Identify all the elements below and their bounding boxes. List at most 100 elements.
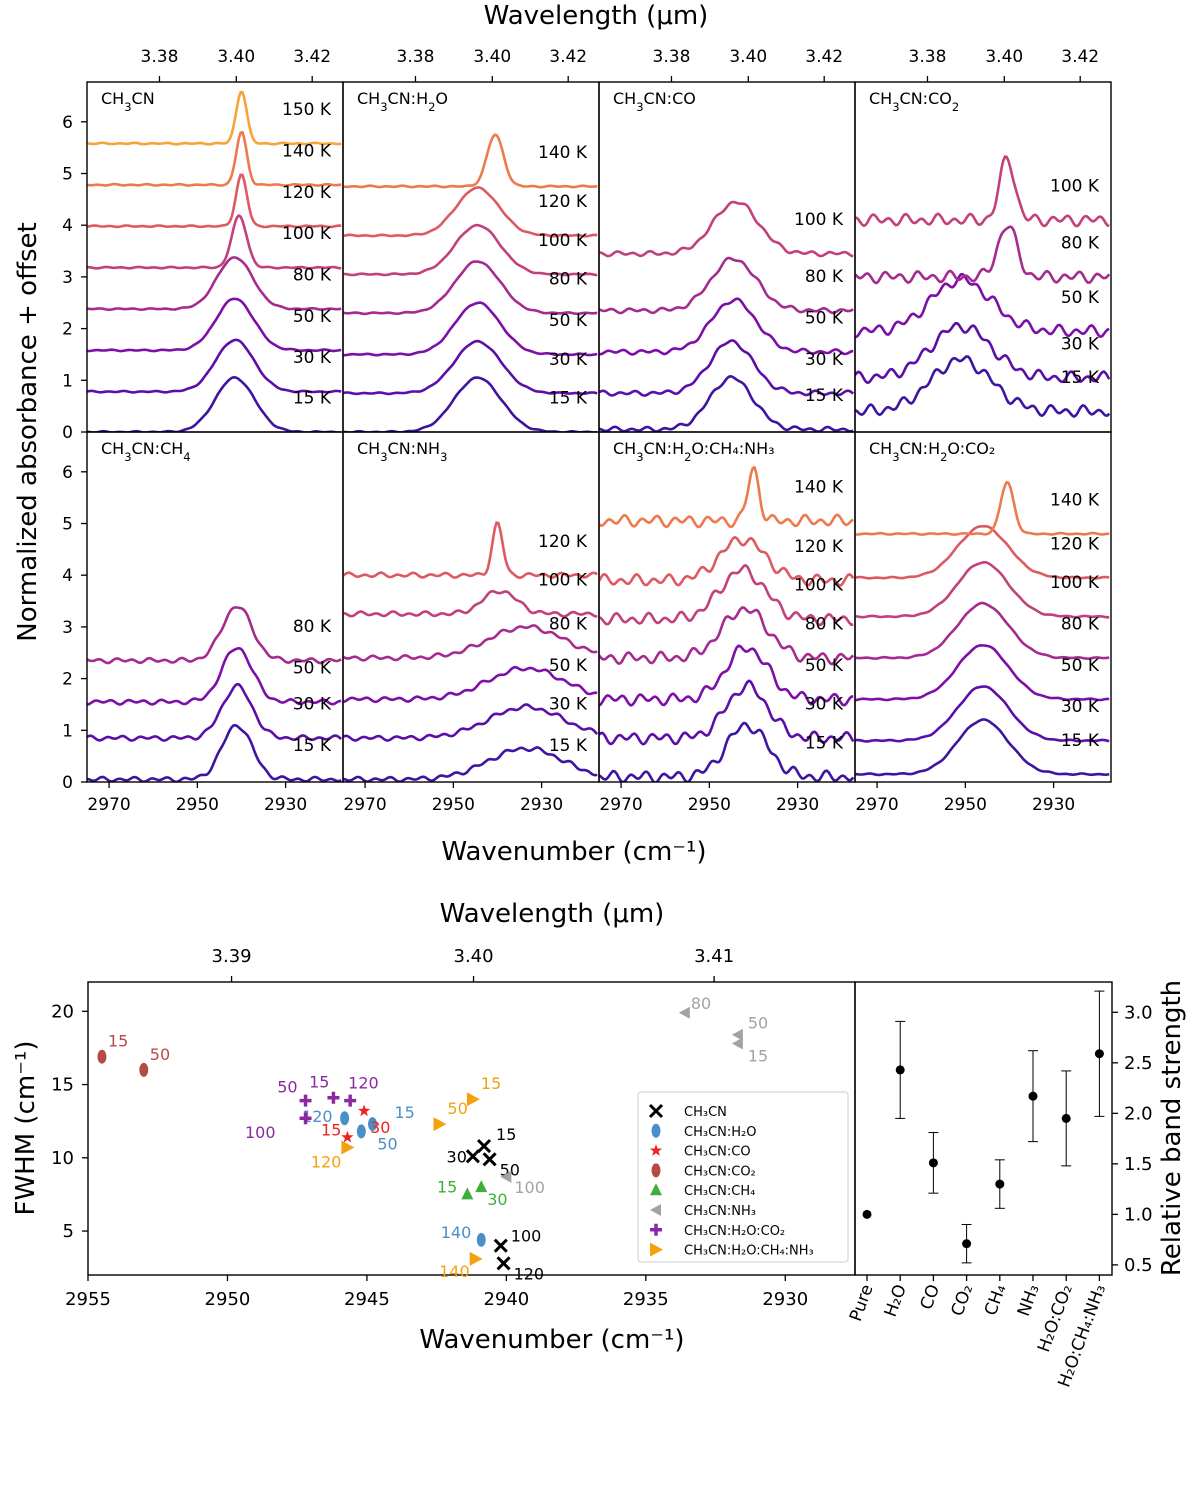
spectrum-line-80K [855, 225, 1111, 285]
temperature-label: 150 K [282, 100, 332, 120]
y-tick-label: 5 [62, 515, 73, 535]
temperature-label: 140 K [1050, 490, 1100, 510]
temperature-label: 140 K [794, 477, 844, 497]
legend-label: CH₃CN:CH₄ [684, 1184, 755, 1199]
category-label: Pure [846, 1282, 878, 1324]
temperature-label: 80 K [805, 614, 844, 634]
scatter-point [327, 1091, 340, 1104]
x-tick-label: 2970 [855, 795, 898, 815]
plus-marker [299, 1112, 312, 1125]
spectrum-line-80K [87, 256, 342, 312]
legend-marker [650, 1242, 663, 1257]
x-tick-label: 2950 [432, 795, 475, 815]
temperature-label: 50 K [1061, 288, 1100, 308]
band-strength-frame [854, 981, 1113, 1276]
temperature-label: 15 K [293, 389, 332, 409]
top-tick-label: 3.42 [549, 47, 587, 67]
spectrum-line-30K [855, 685, 1110, 743]
scatter-point [97, 1049, 107, 1064]
top-tick-label: 3.40 [454, 946, 494, 967]
temperature-label: 120 [302, 1107, 333, 1126]
spectrum-line-120K [599, 535, 855, 587]
legend-marker [650, 1223, 662, 1236]
x-marker [648, 1103, 664, 1119]
temperature-label: 120 [348, 1074, 379, 1093]
y-tick-label: 1 [62, 371, 73, 391]
y-tick-label: 6 [62, 463, 73, 483]
temperature-label: 50 K [549, 311, 588, 331]
spectrum-line-50K [87, 646, 342, 706]
scatter-point [731, 1037, 743, 1050]
y-tick-label: 2 [62, 670, 73, 690]
x-tick-label: 2930 [776, 795, 819, 815]
x-tick-label: 2945 [344, 1289, 390, 1310]
spectrum-line-30K [343, 703, 599, 742]
temperature-label: 50 K [293, 307, 332, 327]
temperature-label: 120 K [794, 537, 844, 557]
top-tick-label: 3.40 [729, 47, 767, 67]
band-strength-point [1061, 1113, 1071, 1123]
temperature-label: 15 K [805, 386, 844, 406]
spectrum-line-80K [343, 624, 598, 662]
top-tick-label: 3.42 [805, 47, 843, 67]
x-tick-label: 2930 [520, 795, 563, 815]
scatter-point [731, 1028, 743, 1041]
temperature-label: 15 [394, 1103, 414, 1122]
scatter-point [340, 1111, 350, 1126]
top-axis-title: Wavelength (μm) [484, 1, 709, 31]
ellipse-marker [476, 1232, 486, 1247]
temperature-label: 100 K [282, 224, 332, 244]
top-tick-label: 3.42 [1061, 47, 1099, 67]
temperature-label: 80 K [1061, 614, 1100, 634]
top-tick-label: 3.38 [141, 47, 179, 67]
band-strength-figure: 0.5 1.0 1.5 2.0 2.5 3.0 Relative band strength… [846, 980, 1187, 1390]
top-tick-label: 3.41 [694, 946, 734, 967]
temperature-label: 100 [511, 1227, 542, 1246]
temperature-label: 100 [245, 1123, 276, 1142]
spectrum-line-140K [343, 133, 598, 189]
y-tick-label: 4 [62, 216, 73, 236]
category-label: NH₃ [1014, 1282, 1044, 1319]
triangle-marker [731, 1037, 743, 1050]
spectrum-line-15K [599, 721, 855, 782]
panel-title: CH3CN:CH4 [101, 439, 191, 464]
star-marker [341, 1130, 354, 1143]
triangle-marker [466, 1092, 480, 1107]
temperature-label: 30 K [805, 350, 844, 370]
y-tick-label: 1 [62, 721, 73, 741]
scatter-point [356, 1124, 366, 1139]
band-strength-point [928, 1158, 938, 1168]
y-tick-label: 3 [62, 268, 73, 288]
spectrum-line-80K [855, 601, 1110, 661]
temperature-label: 50 [150, 1045, 170, 1064]
spectrum-line-100K [855, 155, 1110, 228]
spectrum-line-15K [87, 723, 342, 782]
temperature-label: 80 [691, 994, 711, 1013]
triangle-marker [433, 1117, 447, 1132]
temperature-label: 30 K [1061, 697, 1100, 717]
fwhm-figure: 2955 2950 2945 2940 2935 2930 5 10 15 20 3.39 3.40 3… [11, 899, 856, 1355]
y-tick-label: 5 [62, 165, 73, 185]
temperature-label: 30 K [293, 695, 332, 715]
temperature-label: 120 [514, 1264, 545, 1283]
panel-ch3cn-nh3 [343, 521, 599, 782]
temperature-label: 100 K [538, 571, 588, 591]
temperature-label: 30 [447, 1147, 467, 1166]
triangle-marker [678, 1006, 690, 1019]
panel-title: CH3CN:H2O [357, 89, 448, 114]
spectrum-line-80K [599, 256, 854, 315]
y-tick-label: 0 [62, 423, 73, 443]
temperature-label: 100 K [538, 231, 588, 251]
spectrum-line-140K [87, 130, 342, 187]
x-tick-label: 2930 [264, 795, 307, 815]
temperature-label: 140 K [538, 143, 588, 163]
triangle-marker [731, 1028, 743, 1041]
top-tick-label: 3.40 [217, 47, 255, 67]
top-tick-label: 3.40 [985, 47, 1023, 67]
top-tick-label: 3.38 [653, 47, 691, 67]
scatter-point [469, 1251, 483, 1266]
temperature-label: 15 [309, 1073, 329, 1092]
temperature-label: 140 K [282, 141, 332, 161]
y-tick-label: 20 [51, 1001, 74, 1022]
